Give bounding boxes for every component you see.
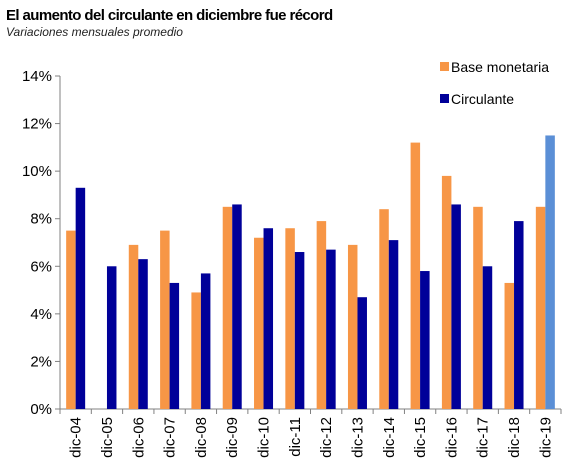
- bar-base-monetaria-dic-15: [410, 142, 421, 409]
- bar-circulante-dic-18: [514, 221, 524, 409]
- bar-base-monetaria-dic-10: [254, 237, 264, 409]
- legend-swatch: [440, 62, 449, 71]
- bar-circulante-dic-19: [545, 135, 555, 409]
- bar-base-monetaria-dic-13: [347, 244, 358, 409]
- bar-circulante-dic-06: [138, 259, 148, 409]
- x-tick-label: dic-17: [475, 417, 492, 458]
- x-tick-label: dic-09: [224, 417, 241, 458]
- bar-base-monetaria-dic-07: [160, 230, 170, 409]
- x-tick-label: dic-08: [193, 417, 210, 458]
- x-tick-label: dic-14: [381, 417, 398, 458]
- x-tick-label: dic-11: [287, 417, 304, 457]
- y-tick-label: 8%: [30, 211, 52, 228]
- bar-circulante-dic-13: [357, 297, 367, 409]
- x-tick-label: dic-07: [162, 417, 179, 458]
- x-tick-label: dic-15: [412, 417, 429, 458]
- x-tick-label: dic-19: [537, 417, 554, 458]
- y-axis-ticks: 0% 2% 4% 6% 8% 10% 12% 14%: [22, 68, 60, 418]
- x-tick-label: dic-13: [349, 417, 366, 458]
- legend-swatch: [440, 94, 449, 103]
- bar-circulante-dic-15: [420, 271, 430, 409]
- y-tick-label: 4%: [30, 306, 52, 323]
- y-tick-label: 2%: [30, 353, 52, 370]
- x-axis-ticks: dic-04 dic-05 dic-06 dic-07 dic-08 dic-09 dic-…: [59, 409, 562, 458]
- bar-base-monetaria-dic-17: [473, 206, 483, 409]
- bar-base-monetaria-dic-12: [316, 221, 327, 409]
- y-tick-label: 14%: [22, 68, 52, 85]
- x-tick-label: dic-04: [68, 417, 85, 458]
- x-tick-label: dic-16: [443, 417, 460, 458]
- bar-circulante-dic-10: [263, 228, 274, 409]
- bar-base-monetaria-dic-06: [128, 244, 139, 409]
- x-tick-label: dic-18: [506, 417, 523, 458]
- bar-circulante-dic-12: [326, 249, 336, 409]
- bar-base-monetaria-dic-04: [66, 230, 76, 409]
- bar-circulante-dic-04: [75, 187, 86, 409]
- x-tick-label: dic-12: [318, 417, 335, 458]
- legend-label: Base monetaria: [451, 59, 549, 75]
- bar-base-monetaria-dic-18: [504, 282, 515, 409]
- x-tick-label: dic-05: [99, 417, 116, 458]
- chart-legend: Base monetaria Circulante: [440, 59, 549, 107]
- y-tick-label: 10%: [22, 163, 52, 180]
- bar-circulante-dic-07: [169, 282, 180, 409]
- y-tick-label: 12%: [22, 116, 52, 133]
- bar-circulante-dic-08: [200, 273, 211, 409]
- y-tick-label: 6%: [30, 258, 52, 275]
- bar-base-monetaria-dic-14: [379, 209, 389, 409]
- bar-base-monetaria-dic-09: [222, 206, 233, 409]
- bar-base-monetaria-dic-19: [535, 206, 546, 409]
- chart-subtitle: Variaciones mensuales promedio: [6, 25, 183, 39]
- bar-circulante-dic-17: [482, 266, 493, 409]
- bar-circulante-dic-14: [388, 240, 399, 409]
- bar-circulante-dic-11: [294, 252, 305, 409]
- chart-title: El aumento del circulante en diciembre f…: [6, 7, 333, 24]
- x-tick-label: dic-10: [256, 417, 273, 458]
- legend-label: Circulante: [451, 91, 514, 107]
- y-tick-label: 0%: [30, 401, 52, 418]
- bar-circulante-dic-09: [232, 204, 242, 409]
- bar-circulante-dic-16: [451, 204, 461, 409]
- chart-bars: [66, 135, 555, 409]
- bar-base-monetaria-dic-11: [285, 228, 295, 409]
- bar-circulante-dic-05: [106, 266, 117, 409]
- bar-base-monetaria-dic-16: [441, 175, 452, 409]
- x-tick-label: dic-06: [130, 417, 147, 458]
- bar-base-monetaria-dic-08: [191, 292, 201, 409]
